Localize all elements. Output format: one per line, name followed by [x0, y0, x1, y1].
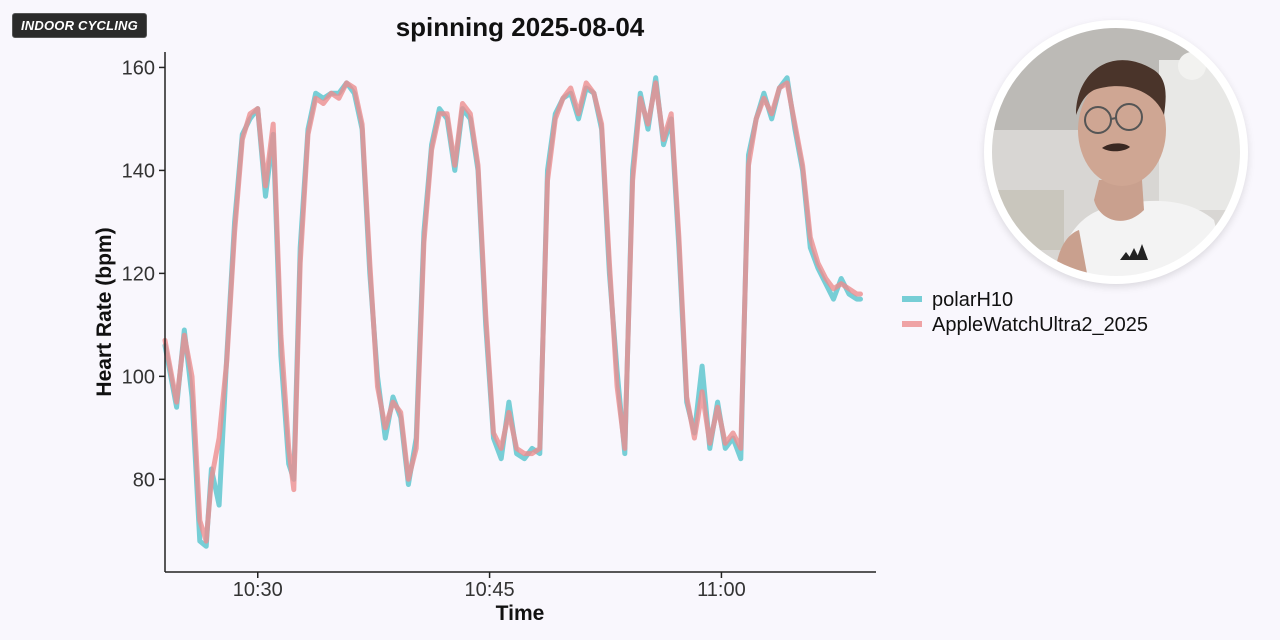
indoor-cycling-badge: INDOOR CYCLING: [12, 13, 147, 38]
x-tick-label: 11:00: [697, 579, 746, 601]
presenter-webcam-icon: [986, 22, 1246, 282]
legend-label-polarH10: polarH10: [932, 289, 1013, 311]
x-tick-label: 10:45: [465, 579, 515, 601]
y-tick-label: 80: [133, 469, 155, 491]
y-tick-label: 160: [122, 57, 155, 79]
legend-label-AppleWatchUltra2_2025: AppleWatchUltra2_2025: [932, 314, 1148, 336]
axes: 80 100 120 140 160 10:30 10:45 11:00: [122, 52, 876, 601]
chart-title: spinning 2025-08-04: [396, 12, 645, 42]
plot-area: [162, 75, 863, 549]
x-tick-label: 10:30: [233, 579, 283, 601]
y-axis-label: Heart Rate (bpm): [93, 227, 116, 396]
presenter-webcam: [984, 20, 1248, 284]
legend: polarH10 AppleWatchUltra2_2025: [902, 289, 1148, 336]
x-axis-label: Time: [496, 602, 545, 625]
y-tick-label: 140: [122, 160, 155, 182]
series-line-AppleWatchUltra2_2025: [162, 80, 863, 544]
y-tick-label: 120: [122, 263, 155, 285]
y-tick-label: 100: [122, 366, 155, 388]
